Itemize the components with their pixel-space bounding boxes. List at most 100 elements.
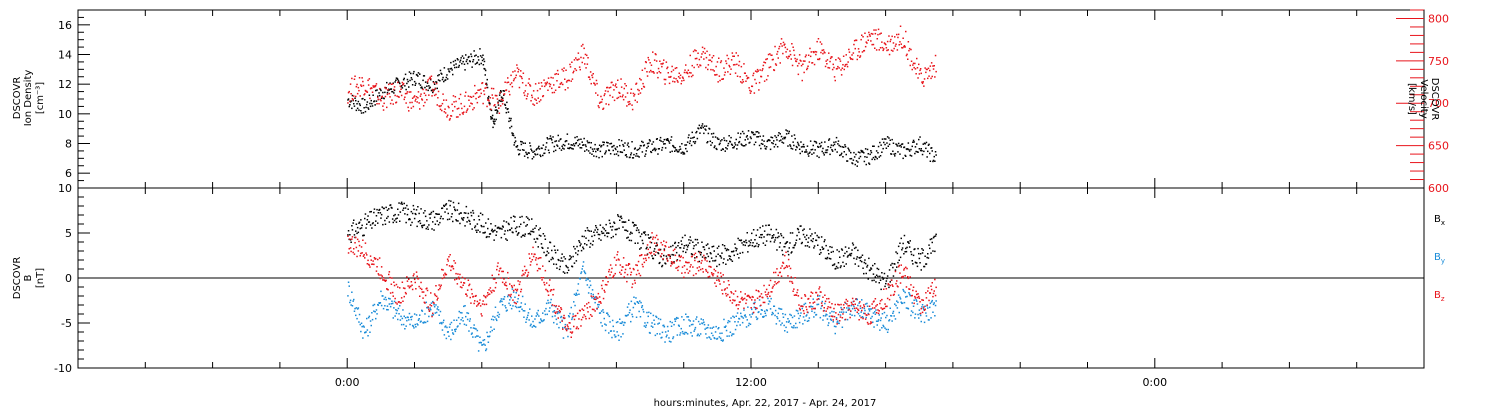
data-point [752,242,754,244]
data-point [780,308,783,310]
data-point [860,311,862,313]
data-point [615,335,617,338]
data-point [909,240,911,242]
data-point [415,96,418,98]
data-point [395,221,398,223]
data-point [604,329,607,332]
data-point [516,306,518,309]
data-point [576,253,579,256]
legend-label-by: By [1434,252,1445,265]
data-point [494,316,496,318]
data-point [812,298,814,300]
data-point [658,322,660,324]
data-point [408,110,410,112]
data-point [398,313,400,315]
data-point [402,78,405,81]
data-point [828,315,831,318]
data-point [473,50,475,52]
data-point [753,92,756,94]
data-point [432,91,434,94]
data-point [732,299,734,301]
data-point [689,54,691,57]
data-point [862,36,864,38]
data-point [831,68,834,71]
data-point [712,273,715,275]
data-point [803,146,805,148]
data-point [402,287,405,289]
data-point [723,67,725,69]
data-point [714,74,717,76]
data-point [504,305,506,307]
data-point [704,259,706,261]
data-point [429,304,431,306]
data-point [917,247,919,250]
data-point [697,66,700,68]
data-point [598,233,601,236]
data-point [761,139,763,141]
data-point [694,326,697,329]
data-point [639,274,642,277]
data-point [737,237,739,240]
data-point [531,94,533,97]
x-tick-label: 12:00 [735,376,767,389]
data-point [718,143,721,146]
data-point [829,318,832,320]
data-point [843,265,845,267]
data-point [583,270,585,272]
data-point [774,143,777,146]
data-point [602,141,604,143]
data-point [830,144,833,146]
data-point [902,157,904,160]
data-point [487,227,489,230]
data-point [496,98,499,100]
data-point [371,91,374,93]
data-point [896,307,899,309]
data-point [553,263,555,265]
data-point [848,307,850,309]
data-point [835,318,838,321]
data-point [418,285,420,288]
data-point [897,142,900,145]
data-point [861,299,863,301]
data-point [742,298,745,300]
data-point [484,69,487,72]
data-point [523,235,526,237]
data-point [856,58,858,61]
data-point [569,322,571,324]
data-point [352,99,354,102]
data-point [400,88,402,90]
data-point [598,106,600,109]
data-point [562,83,564,86]
data-point [512,289,515,292]
data-point [705,333,707,335]
data-point [385,206,387,209]
data-point [916,143,918,145]
velocity-tick-label: 800 [1428,12,1449,25]
data-point [602,108,604,110]
data-point [417,324,419,326]
data-point [375,220,377,222]
data-point [688,142,691,145]
data-point [625,229,627,232]
data-point [665,138,668,141]
data-point [350,250,352,253]
data-point [654,236,657,239]
data-point [814,50,816,53]
data-point [628,263,631,265]
data-point [362,112,365,114]
data-point [635,83,637,85]
data-point [575,294,577,296]
data-point [459,311,462,314]
data-point [655,245,657,247]
data-point [658,248,660,251]
data-point [489,233,492,235]
data-point [493,118,495,120]
data-point [451,213,453,215]
data-point [468,283,471,286]
data-point [551,289,553,291]
data-point [842,308,844,311]
data-point [877,320,879,322]
data-point [679,74,682,76]
data-point [713,250,715,252]
data-point [419,84,422,86]
